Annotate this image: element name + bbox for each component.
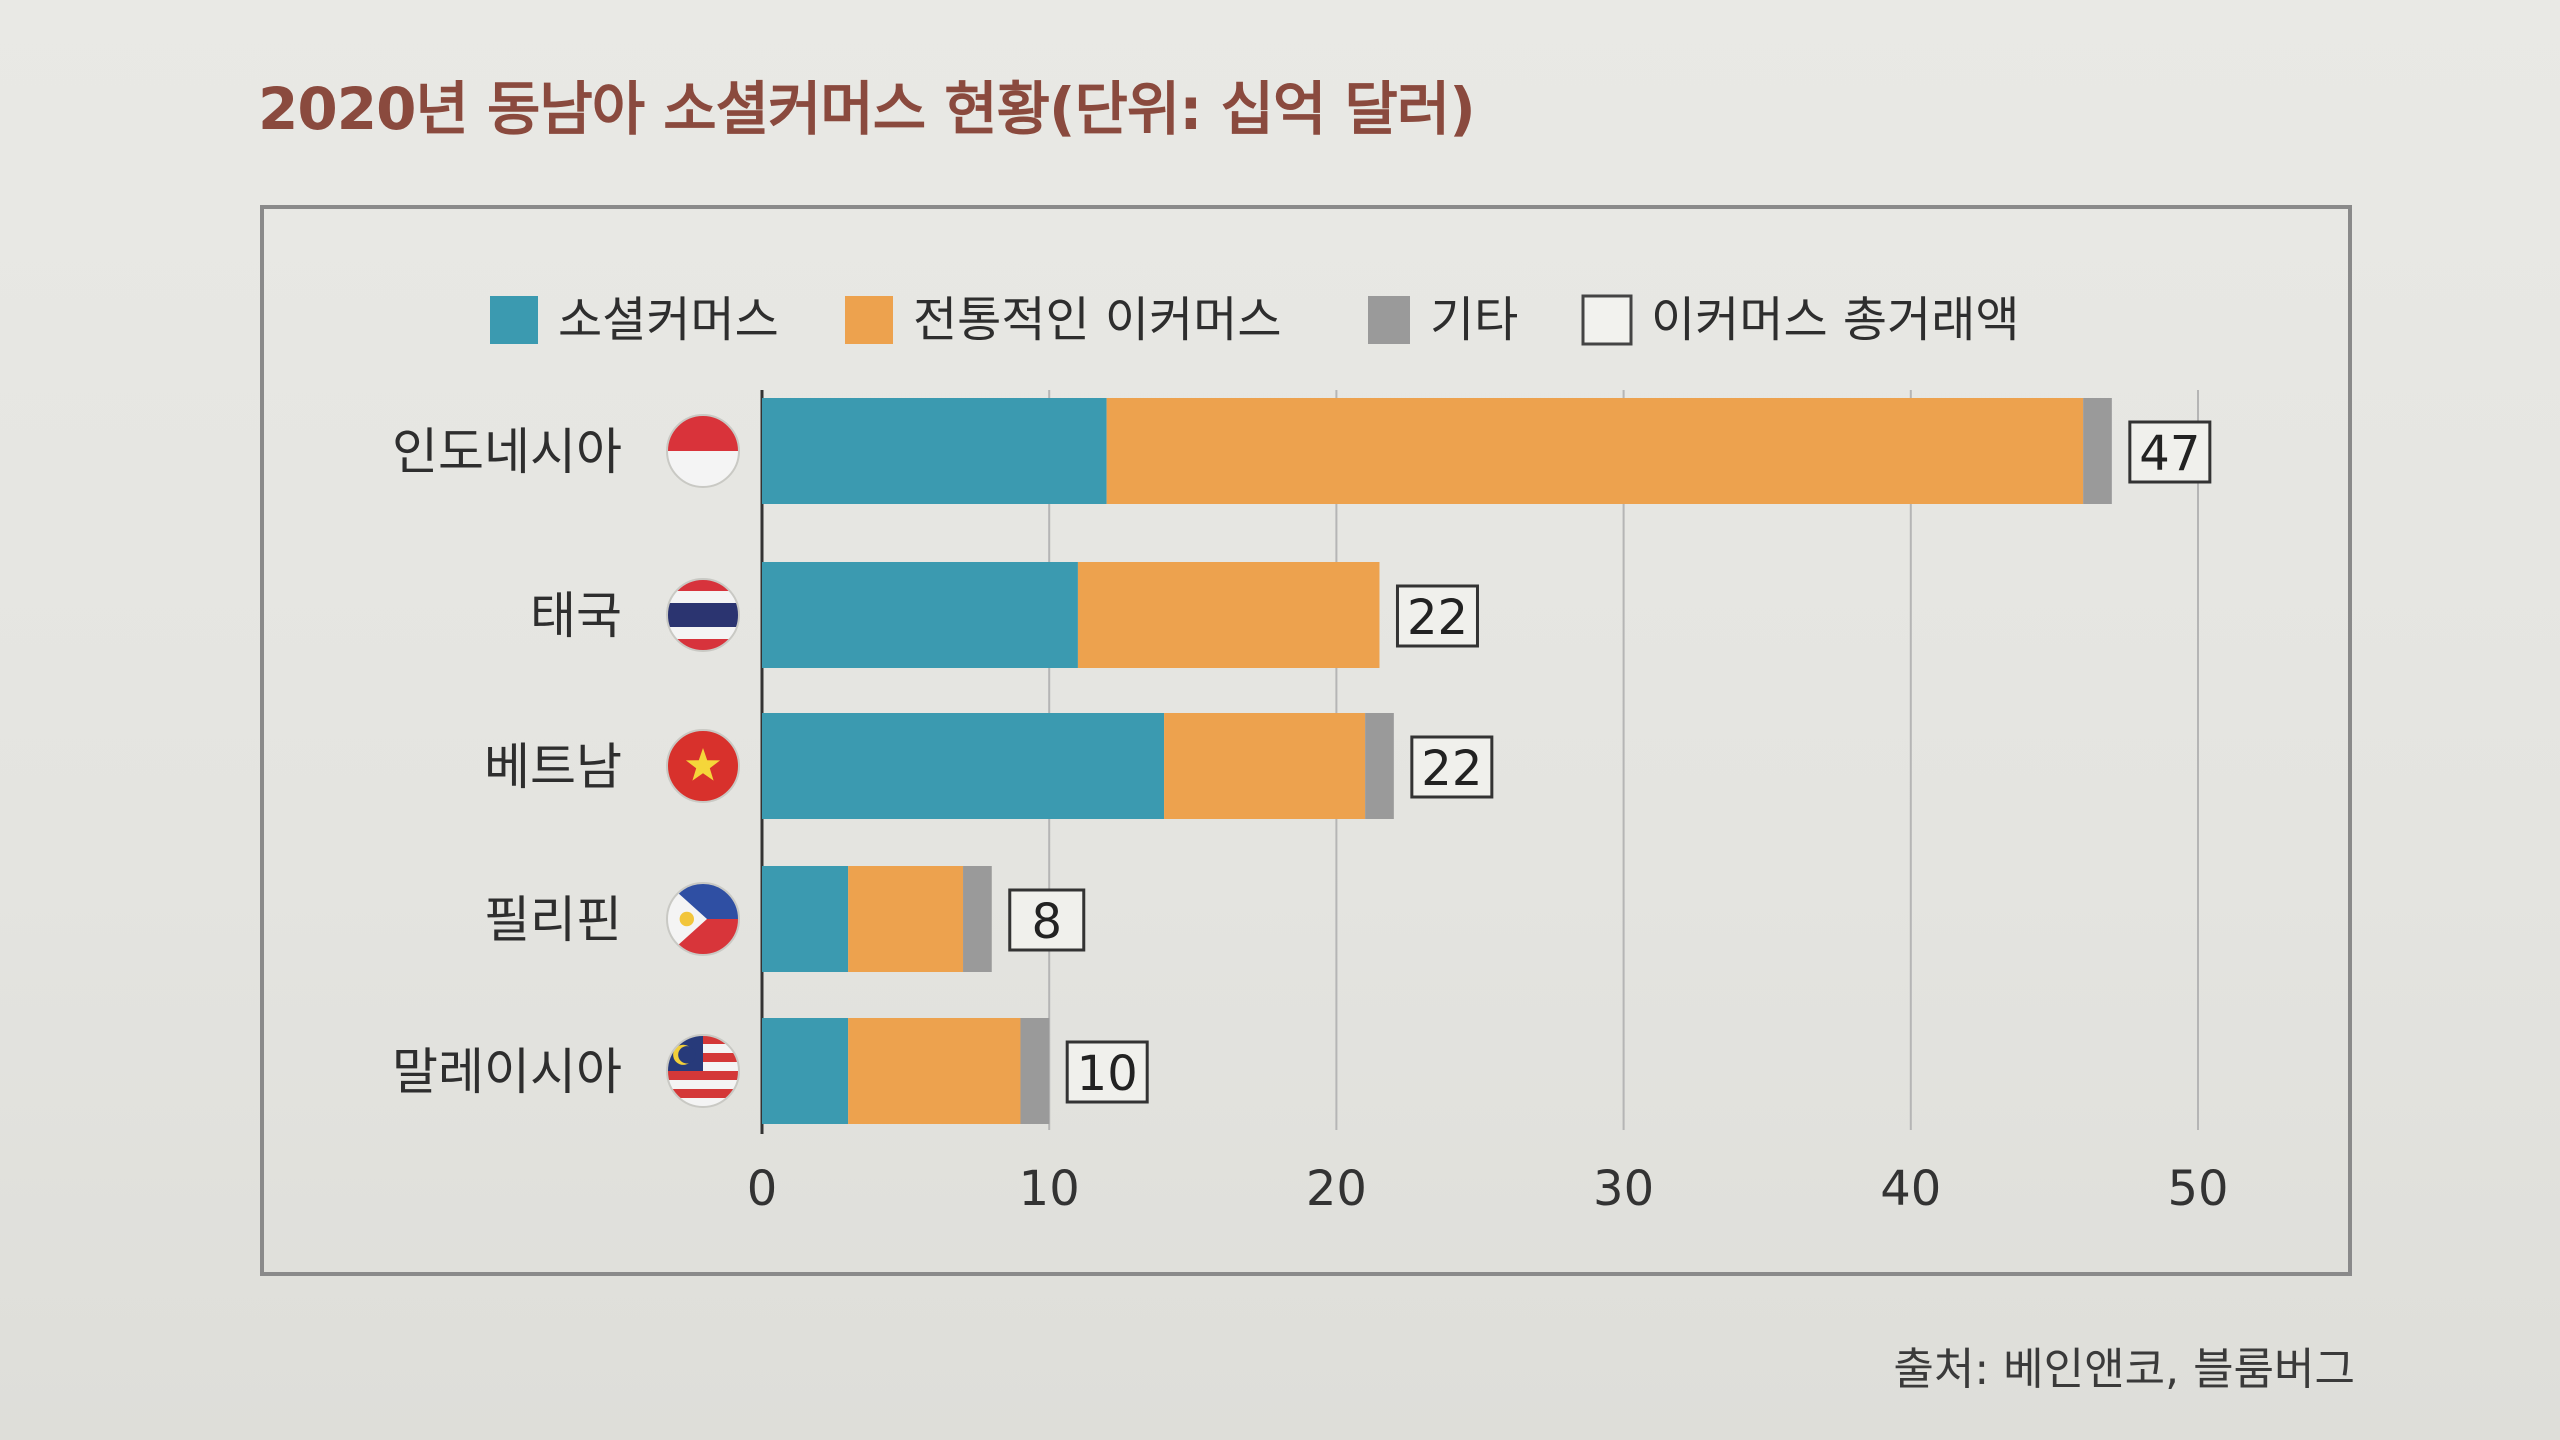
- legend-label: 기타: [1430, 292, 1518, 348]
- bar-segment: [1020, 1018, 1050, 1124]
- x-tick-label: 50: [2167, 1161, 2228, 1217]
- x-tick-label: 0: [747, 1161, 778, 1217]
- bar-segment: [762, 713, 1165, 819]
- thailand-flag-icon: [666, 578, 740, 652]
- bar-segment: [2083, 398, 2112, 504]
- total-box: [1395, 584, 1479, 648]
- category-label: 베트남: [484, 738, 622, 796]
- x-tick-label: 30: [1593, 1161, 1654, 1217]
- bar-segment: [762, 398, 1107, 504]
- bar-segment: [762, 562, 1078, 668]
- bar-segment: [1077, 562, 1380, 668]
- malaysia-flag-icon: [666, 1034, 740, 1108]
- indonesia-flag-icon: [666, 414, 740, 488]
- category-label: 인도네시아: [392, 423, 622, 481]
- category-label: 필리핀: [484, 891, 622, 949]
- philippines-flag-icon: [666, 882, 740, 956]
- bar-segment: [1365, 713, 1394, 819]
- total-box: [2128, 420, 2212, 484]
- total-value-label: 22: [1407, 590, 1468, 646]
- total-box: [1410, 735, 1494, 799]
- x-tick-label: 20: [1306, 1161, 1367, 1217]
- bar-segment: [848, 1018, 1021, 1124]
- bars: 47 22 22 8 10: [762, 398, 2212, 1124]
- bar-segment: [963, 866, 992, 972]
- legend-swatch: [845, 296, 893, 344]
- legend-swatch: [490, 296, 538, 344]
- x-tick-label: 40: [1880, 1161, 1941, 1217]
- bar-segment: [1106, 398, 2084, 504]
- category-label: 말레이시아: [392, 1043, 622, 1101]
- x-axis-ticks: 0 10 20 30 40 50: [747, 1161, 2229, 1217]
- total-value-label: 8: [1031, 894, 1062, 950]
- total-box: [1065, 1040, 1149, 1104]
- legend-swatch: [1581, 294, 1633, 346]
- bar-segment: [762, 1018, 849, 1124]
- bar-segment: [848, 866, 964, 972]
- bar-segment: [1164, 713, 1366, 819]
- legend-label: 전통적인 이커머스: [913, 292, 1282, 348]
- source-note: 출처: 베인앤코, 블룸버그: [1893, 1344, 2355, 1395]
- vietnam-flag-icon: [666, 729, 740, 803]
- legend-label: 이커머스 총거래액: [1651, 292, 2020, 348]
- legend-swatch: [1368, 296, 1410, 344]
- bar-segment: [762, 866, 849, 972]
- total-value-label: 47: [2139, 426, 2200, 482]
- chart-title: 2020년 동남아 소셜커머스 현황(단위: 십억 달러): [258, 75, 1476, 143]
- total-value-label: 10: [1077, 1046, 1138, 1102]
- total-box: [1008, 888, 1086, 952]
- legend-label: 소셜커머스: [558, 292, 779, 348]
- legend: 소셜커머스 전통적인 이커머스 기타 이커머스 총거래액: [490, 292, 2020, 348]
- category-label: 태국: [530, 587, 622, 645]
- total-value-label: 22: [1421, 741, 1482, 797]
- chart-frame: [260, 205, 2352, 1276]
- x-tick-label: 10: [1019, 1161, 1080, 1217]
